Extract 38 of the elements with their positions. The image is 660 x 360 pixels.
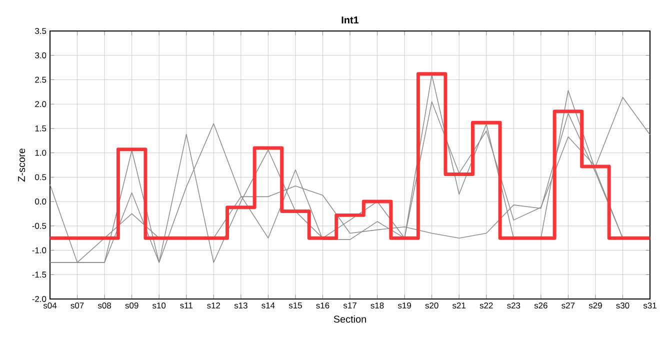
x-tick-label: s10 [152, 302, 166, 309]
x-tick-label: s21 [452, 302, 466, 309]
x-tick-label: s08 [98, 302, 112, 309]
x-tick-label: s18 [370, 302, 384, 309]
x-tick-label: s31 [643, 302, 656, 309]
x-tick-label: s19 [398, 302, 411, 309]
chart-title: Int1 [342, 16, 359, 24]
x-tick-label: s17 [343, 302, 356, 308]
x-tick-label: s29 [588, 302, 602, 309]
y-tick-label: -1.0 [32, 247, 46, 254]
y-tick-label: -2.0 [32, 296, 46, 302]
x-tick-label: s09 [125, 302, 138, 309]
y-tick-label: -0.5 [32, 222, 46, 229]
x-tick-label: s23 [507, 302, 520, 309]
y-tick-label: 1.5 [35, 126, 46, 132]
x-tick-label: s11 [180, 302, 192, 308]
x-tick-label: s22 [480, 302, 493, 309]
x-tick-label: s12 [207, 302, 220, 309]
y-tick-label: 1.0 [35, 150, 46, 156]
x-tick-label: s30 [616, 302, 630, 309]
x-tick-label: s26 [534, 302, 548, 309]
x-tick-label: s13 [234, 302, 248, 309]
x-tick-label: s07 [70, 302, 84, 309]
y-tick-label: 3.5 [35, 28, 46, 34]
y-tick-label: 0.5 [35, 174, 46, 180]
y-tick-label: 2.0 [35, 101, 46, 108]
x-tick-label: s04 [43, 302, 57, 309]
x-tick-label: s14 [262, 302, 275, 308]
x-axis-title: Section [334, 315, 366, 323]
y-axis-title: Z-score [18, 148, 26, 182]
y-tick-label: 3.0 [35, 52, 46, 58]
y-tick-label: 2.5 [35, 76, 46, 83]
x-tick-label: s16 [316, 302, 330, 309]
x-tick-label: s27 [562, 302, 575, 309]
y-tick-label: -1.5 [32, 272, 46, 278]
x-tick-label: s15 [288, 302, 302, 308]
x-tick-label: s20 [425, 302, 438, 309]
y-tick-label: 0.0 [35, 198, 46, 205]
